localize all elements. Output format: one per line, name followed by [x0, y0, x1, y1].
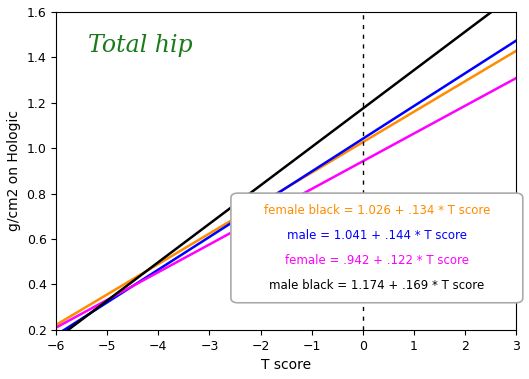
- FancyBboxPatch shape: [231, 193, 523, 303]
- Text: female black = 1.026 + .134 * T score: female black = 1.026 + .134 * T score: [263, 204, 490, 217]
- X-axis label: T score: T score: [261, 358, 311, 372]
- Text: male = 1.041 + .144 * T score: male = 1.041 + .144 * T score: [287, 229, 467, 242]
- Text: female = .942 + .122 * T score: female = .942 + .122 * T score: [285, 254, 469, 267]
- Text: Total hip: Total hip: [88, 34, 193, 57]
- Y-axis label: g/cm2 on Hologic: g/cm2 on Hologic: [7, 110, 21, 231]
- Text: male black = 1.174 + .169 * T score: male black = 1.174 + .169 * T score: [269, 279, 485, 292]
